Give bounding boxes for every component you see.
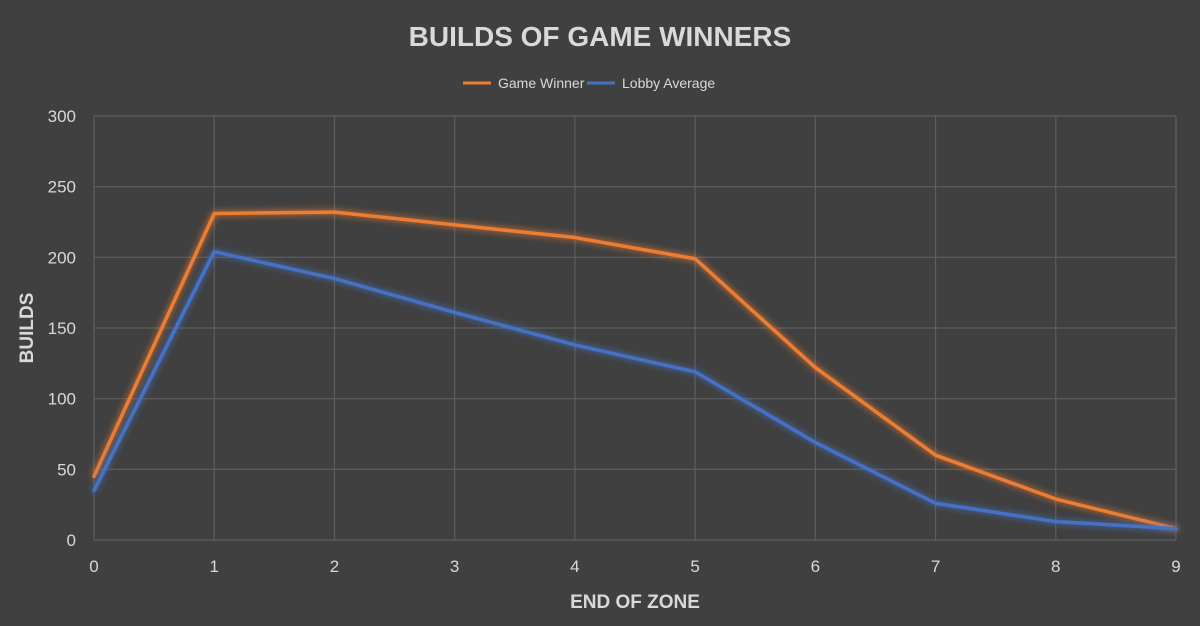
x-tick-label: 1 xyxy=(209,557,218,576)
x-tick-label: 5 xyxy=(690,557,699,576)
y-tick-label: 50 xyxy=(57,460,76,479)
series-lines xyxy=(92,210,1178,531)
series-line-game-winner xyxy=(92,210,1178,531)
y-tick-label: 300 xyxy=(48,107,76,126)
y-tick-label: 150 xyxy=(48,319,76,338)
chart-title: BUILDS OF GAME WINNERS xyxy=(409,21,792,52)
legend-label: Lobby Average xyxy=(622,75,715,91)
legend-item-lobby-average: Lobby Average xyxy=(587,75,715,91)
legend: Game Winner Lobby Average xyxy=(463,75,715,91)
y-axis: 0 50 100 150 200 250 300 xyxy=(48,107,76,550)
legend-item-game-winner: Game Winner xyxy=(463,75,585,91)
legend-label: Game Winner xyxy=(498,75,585,91)
x-tick-label: 7 xyxy=(931,557,940,576)
x-tick-label: 8 xyxy=(1051,557,1060,576)
x-tick-label: 6 xyxy=(811,557,820,576)
x-tick-label: 9 xyxy=(1171,557,1180,576)
y-tick-label: 250 xyxy=(48,178,76,197)
x-tick-label: 4 xyxy=(570,557,579,576)
x-tick-label: 0 xyxy=(89,557,98,576)
gridlines xyxy=(93,115,1177,541)
x-tick-label: 3 xyxy=(450,557,459,576)
y-tick-label: 100 xyxy=(48,390,76,409)
y-tick-label: 200 xyxy=(48,248,76,267)
x-axis: 0 1 2 3 4 5 6 7 8 9 xyxy=(89,557,1180,576)
y-tick-label: 0 xyxy=(67,531,76,550)
y-axis-title: BUILDS xyxy=(17,293,38,364)
x-tick-label: 2 xyxy=(330,557,339,576)
series-line-lobby-average xyxy=(92,249,1178,531)
x-axis-title: END OF ZONE xyxy=(570,592,700,613)
